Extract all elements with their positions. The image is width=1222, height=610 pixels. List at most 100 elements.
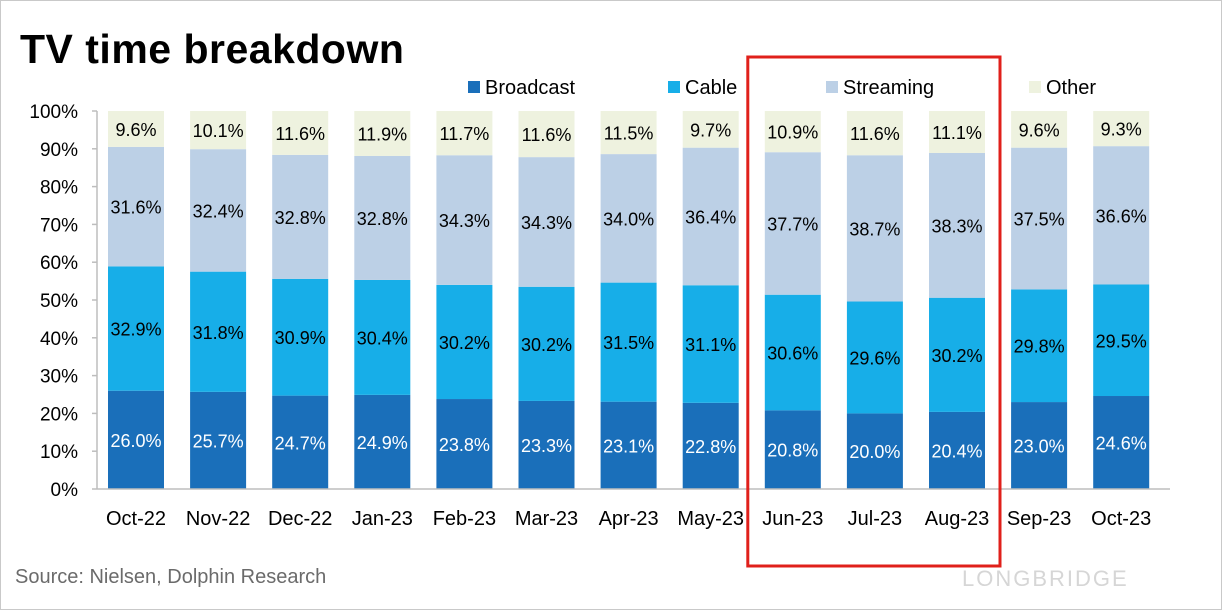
data-label-broadcast: 26.0%	[110, 431, 161, 451]
x-tick-label: Jun-23	[762, 508, 823, 530]
data-label-streaming: 32.8%	[357, 209, 408, 229]
legend-swatch-cable	[668, 81, 680, 93]
data-label-broadcast: 23.0%	[1014, 437, 1065, 457]
data-label-other: 11.1%	[932, 123, 982, 143]
data-label-other: 11.9%	[357, 124, 407, 144]
legend-swatch-other	[1029, 81, 1041, 93]
data-label-broadcast: 22.8%	[685, 437, 736, 457]
bar-segment-broadcast	[272, 395, 329, 489]
bar-segment-other	[764, 111, 821, 153]
y-tick-label: 60%	[40, 253, 78, 274]
data-label-cable: 31.5%	[603, 333, 654, 353]
data-label-cable: 30.2%	[931, 346, 982, 366]
bar-segment-streaming	[846, 155, 903, 302]
data-label-other: 11.6%	[275, 124, 325, 144]
bar-segment-streaming	[190, 149, 247, 272]
bar-segment-cable	[682, 285, 739, 403]
data-label-cable: 30.4%	[357, 328, 408, 348]
bar-segment-broadcast	[764, 410, 821, 489]
bar-segment-broadcast	[436, 399, 493, 489]
data-label-broadcast: 23.3%	[521, 436, 572, 456]
bar-segment-broadcast	[354, 394, 411, 489]
data-label-other: 10.1%	[193, 121, 244, 141]
bar-segment-other	[272, 111, 329, 155]
bar-segment-cable	[1011, 289, 1068, 403]
data-label-streaming: 37.7%	[767, 214, 818, 234]
x-tick-label: Feb-23	[433, 508, 496, 530]
bar-segment-streaming	[272, 154, 329, 279]
bar-segment-other	[682, 111, 739, 148]
legend-swatch-broadcast	[468, 81, 480, 93]
data-label-broadcast: 25.7%	[193, 431, 244, 451]
bar-segment-cable	[518, 286, 575, 401]
x-tick-label: May-23	[677, 508, 744, 530]
source-note: Source: Nielsen, Dolphin Research	[15, 566, 327, 588]
legend-label-broadcast: Broadcast	[485, 77, 575, 99]
legend-swatch-streaming	[826, 81, 838, 93]
data-label-cable: 31.8%	[193, 323, 244, 343]
bar-segment-cable	[190, 271, 247, 392]
data-label-streaming: 36.4%	[685, 207, 736, 227]
data-label-broadcast: 24.6%	[1096, 434, 1147, 454]
x-tick-label: Oct-22	[106, 508, 166, 530]
bar-segment-streaming	[682, 147, 739, 286]
data-label-cable: 31.1%	[685, 335, 736, 355]
data-label-other: 11.5%	[604, 124, 654, 144]
data-label-cable: 29.5%	[1096, 331, 1147, 351]
y-tick-label: 70%	[40, 215, 78, 236]
data-label-other: 11.7%	[440, 124, 490, 144]
data-label-other: 11.6%	[522, 125, 572, 145]
bar-segment-other	[1011, 111, 1068, 148]
data-label-other: 9.7%	[690, 120, 731, 140]
data-label-broadcast: 24.7%	[275, 433, 326, 453]
data-label-broadcast: 23.8%	[439, 435, 490, 455]
data-label-broadcast: 20.0%	[849, 442, 900, 462]
bar-segment-other	[929, 111, 985, 153]
bar-segment-other	[1093, 111, 1150, 147]
bar-segment-streaming	[1011, 147, 1068, 290]
y-tick-label: 10%	[40, 442, 78, 463]
data-label-cable: 30.2%	[439, 333, 490, 353]
data-label-streaming: 34.3%	[521, 213, 572, 233]
bar-segment-streaming	[108, 146, 164, 267]
data-label-streaming: 31.6%	[110, 198, 161, 218]
data-label-streaming: 37.5%	[1014, 210, 1065, 230]
data-label-streaming: 32.4%	[193, 201, 244, 221]
y-tick-label: 80%	[40, 178, 78, 199]
x-tick-label: Sep-23	[1007, 508, 1072, 530]
x-tick-label: Nov-22	[186, 508, 250, 530]
y-tick-label: 20%	[40, 404, 78, 425]
data-label-broadcast: 20.8%	[767, 441, 818, 461]
bar-segment-cable	[108, 266, 164, 391]
bar-segment-cable	[846, 301, 903, 414]
data-label-other: 11.6%	[850, 124, 900, 144]
data-label-broadcast: 23.1%	[603, 436, 654, 456]
bar-segment-broadcast	[846, 413, 903, 489]
y-axis: 0% 10% 20% 30% 40% 50% 60% 70% 80% 90% 100%	[29, 102, 1170, 501]
bar-segment-cable	[354, 279, 411, 395]
x-tick-label: Jan-23	[352, 508, 413, 530]
chart-title: TV time breakdown	[20, 26, 405, 72]
bar-segment-streaming	[354, 155, 411, 280]
legend-label-streaming: Streaming	[843, 77, 934, 99]
x-tick-label: Apr-23	[599, 508, 659, 530]
highlight-rectangle	[746, 55, 1002, 568]
watermark-logo: LONGBRIDGE	[962, 566, 1129, 591]
bar-segment-other	[600, 111, 657, 155]
bar-segment-streaming	[764, 152, 821, 295]
x-tick-label: Aug-23	[925, 508, 990, 530]
data-label-cable: 32.9%	[110, 320, 161, 340]
data-label-streaming: 36.6%	[1096, 206, 1147, 226]
data-label-broadcast: 20.4%	[931, 441, 982, 461]
bar-segment-cable	[764, 294, 821, 411]
bar-segment-streaming	[929, 152, 985, 298]
bar-segment-cable	[436, 284, 493, 400]
x-axis: Oct-22 Nov-22 Dec-22 Jan-23 Feb-23 Mar-23 Apr-…	[106, 508, 1151, 530]
data-label-streaming: 38.7%	[849, 219, 900, 239]
bar-segment-broadcast	[929, 411, 985, 489]
data-label-other: 9.6%	[115, 120, 156, 140]
bar-segment-streaming	[1093, 146, 1150, 285]
data-label-other: 9.3%	[1101, 120, 1142, 140]
bar-segment-streaming	[436, 155, 493, 285]
